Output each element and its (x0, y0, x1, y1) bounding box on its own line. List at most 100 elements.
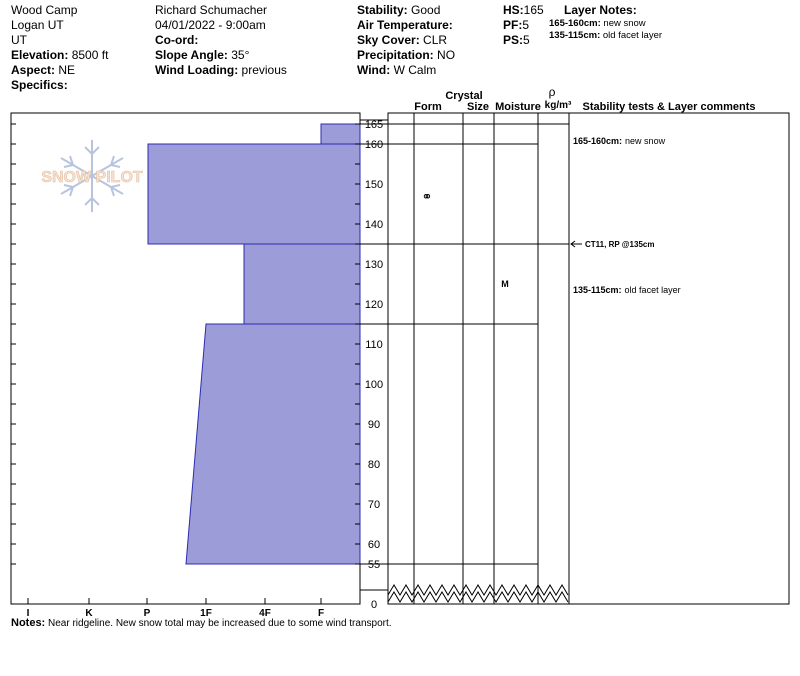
snowpilot-logo: SNOW PILOT (41, 140, 143, 212)
location-area: Logan UT (11, 18, 64, 32)
layer-note-text: new snow (603, 18, 646, 29)
sky-row: Sky Cover: CLR (357, 33, 455, 48)
depth-tick-label: 150 (365, 179, 383, 191)
depth-tick-label: 130 (365, 259, 383, 271)
depth-tick-label: 55 (368, 559, 380, 571)
form-header: Form (414, 101, 442, 113)
depth-tick-label: 70 (368, 499, 380, 511)
elevation-value: 8500 ft (71, 48, 109, 62)
air-temp-label: Air Temperature: (357, 18, 453, 32)
layer-comment: 135-115cm: old facet layer (573, 285, 681, 295)
header-snowpack-block: HS:165 PF:5 PS:5 (503, 3, 544, 48)
layer-boundaries (360, 119, 569, 565)
density-symbol: ρ (549, 85, 556, 99)
depth-tick-label: 165 (365, 119, 383, 131)
density-unit: kg/m³ (545, 100, 572, 111)
moisture-value: M (501, 279, 509, 289)
profile-table (387, 112, 790, 605)
specifics-row: Specifics: (11, 78, 108, 93)
wind-loading-row: Wind Loading: previous (155, 63, 287, 78)
ps-row: PS:5 (503, 33, 544, 48)
hs-label: HS: (503, 3, 524, 17)
layer-note-range: 135-115cm: (549, 30, 601, 41)
air-temp-row: Air Temperature: (357, 18, 455, 33)
depth-tick-label: 0 (371, 599, 377, 611)
hardness-layer (185, 323, 361, 565)
depth-tick-label: 140 (365, 219, 383, 231)
stability-test-marker: CT11, RP @135cm (570, 240, 654, 249)
layer-comment-text: old facet layer (625, 285, 681, 295)
svg-text:135-115cm:old facet layer: 135-115cm: old facet layer (573, 285, 681, 295)
header-location-block: Wood Camp Logan UT UT Elevation: 8500 ft… (11, 3, 108, 93)
elevation-label: Elevation: (11, 48, 69, 62)
slope-label: Slope Angle: (155, 48, 228, 62)
snowflake-icon (60, 140, 124, 212)
header-conditions-block: Stability: Good Air Temperature: Sky Cov… (357, 3, 455, 78)
layer-notes-title: Layer Notes: (564, 3, 637, 17)
pf-row: PF:5 (503, 18, 544, 33)
svg-text:165-160cm:new snow: 165-160cm: new snow (573, 136, 666, 146)
notes-label: Notes: (11, 617, 46, 629)
pf-value: 5 (522, 18, 530, 32)
wind-loading-value: previous (241, 63, 287, 77)
stability-test-text: CT11, RP @135cm (585, 240, 654, 249)
crystal-header: Crystal (445, 90, 482, 102)
arrow-head-icon (570, 240, 576, 248)
stability-value: Good (411, 3, 441, 17)
depth-tick-label: 110 (365, 339, 383, 351)
aspect-label: Aspect: (11, 63, 56, 77)
slope-row: Slope Angle: 35° (155, 48, 287, 63)
aspect-row: Aspect: NE (11, 63, 108, 78)
depth-axis: 0 55 60 70 80 90 100 110 120 130 140 150 160 165 (365, 119, 383, 611)
hardness-layer (320, 123, 361, 145)
axis-break-zigzag (387, 591, 569, 603)
hardness-tick-label: K (85, 608, 93, 619)
axis-break-zigzag (387, 584, 569, 596)
sky-label: Sky Cover: (357, 33, 420, 47)
precip-value: NO (437, 48, 456, 62)
specifics-label: Specifics: (11, 78, 68, 92)
layer-comment-range: 165-160cm: (573, 136, 622, 146)
coord-label: Co-ord: (155, 33, 199, 47)
wind-row: Wind: W Calm (357, 63, 455, 78)
layer-comment: 165-160cm: new snow (573, 136, 666, 146)
grain-form-symbol: ⚭ (422, 189, 433, 204)
precip-label: Precipitation: (357, 48, 434, 62)
stability-comments-header: Stability tests & Layer comments (582, 101, 755, 113)
pf-label: PF: (503, 18, 523, 32)
stability-label: Stability: (357, 3, 408, 17)
slope-value: 35° (231, 48, 250, 62)
header-observer-block: Richard Schumacher 04/01/2022 - 9:00am C… (155, 3, 287, 78)
moisture-header: Moisture (495, 101, 541, 113)
wind-value: W Calm (393, 63, 437, 77)
location-state: UT (11, 33, 27, 47)
location-name: Wood Camp (11, 3, 78, 17)
hardness-tick-label: 1F (200, 608, 212, 619)
notes-text: Near ridgeline. New snow total may be in… (48, 618, 392, 629)
hardness-layers (147, 123, 361, 565)
hs-row: HS:165 (503, 3, 544, 18)
hardness-tick-label: 4F (259, 608, 271, 619)
logo-text: SNOW PILOT (41, 169, 143, 186)
layer-note-item: 165-160cm: new snow (549, 18, 662, 30)
depth-tick-label: 60 (368, 539, 380, 551)
hardness-layer (243, 243, 361, 325)
aspect-value: NE (58, 63, 76, 77)
hardness-tick-label: P (144, 608, 151, 619)
observer-name: Richard Schumacher (155, 3, 268, 17)
axis-break (360, 584, 569, 603)
depth-tick-label: 80 (368, 459, 380, 471)
hs-value: 165 (523, 3, 544, 17)
hardness-tick-label: I (27, 608, 30, 619)
hardness-tick-label: F (318, 608, 324, 619)
layer-comment-range: 135-115cm: (573, 285, 622, 295)
depth-tick-label: 120 (365, 299, 383, 311)
depth-tick-label: 100 (365, 379, 383, 391)
wind-loading-label: Wind Loading: (155, 63, 239, 77)
table-columns (413, 113, 570, 604)
observation-datetime: 04/01/2022 - 9:00am (155, 18, 266, 32)
size-header: Size (467, 101, 489, 113)
layer-note-item: 135-115cm: old facet layer (549, 30, 662, 42)
notes-row: Notes: Near ridgeline. New snow total ma… (11, 617, 392, 629)
